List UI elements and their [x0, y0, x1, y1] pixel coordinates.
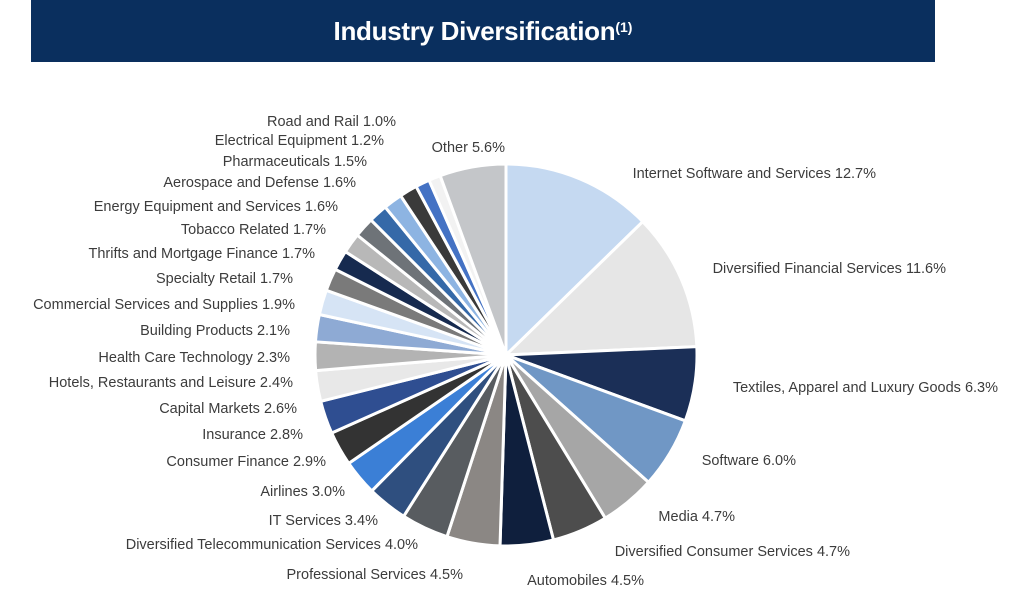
chart-title: Industry Diversification [333, 15, 616, 46]
slice-label: Media 4.7% [658, 509, 735, 525]
slice-label: Software 6.0% [702, 453, 796, 469]
slice-label: Other 5.6% [432, 140, 505, 156]
pie-slice-other [438, 162, 508, 357]
slice-label: Tobacco Related 1.7% [181, 222, 326, 238]
slice-label: Textiles, Apparel and Luxury Goods 6.3% [733, 380, 998, 396]
slice-label: Capital Markets 2.6% [159, 401, 297, 417]
slice-label: Electrical Equipment 1.2% [215, 133, 384, 149]
slice-label: Aerospace and Defense 1.6% [163, 175, 356, 191]
title-footnote: (1) [615, 19, 633, 35]
slice-label: Health Care Technology 2.3% [98, 350, 290, 366]
pie-slice-internet-software-and-services [504, 162, 645, 357]
slice-label: Energy Equipment and Services 1.6% [94, 199, 338, 215]
title-banner: Industry Diversification (1) [31, 0, 935, 62]
slice-label: Pharmaceuticals 1.5% [223, 154, 367, 170]
slice-label: Automobiles 4.5% [527, 573, 644, 589]
slice-label: Thrifts and Mortgage Finance 1.7% [89, 246, 316, 262]
slice-label: Diversified Financial Services 11.6% [713, 261, 947, 277]
slice-label: Diversified Telecommunication Services 4… [126, 537, 418, 553]
slice-label: Building Products 2.1% [140, 323, 290, 339]
slice-label: Commercial Services and Supplies 1.9% [33, 297, 295, 313]
slice-label: Hotels, Restaurants and Leisure 2.4% [49, 375, 293, 391]
pie-slices [313, 162, 699, 548]
slice-label: Consumer Finance 2.9% [166, 454, 326, 470]
slice-label: Specialty Retail 1.7% [156, 271, 293, 287]
slice-label: Professional Services 4.5% [287, 567, 464, 583]
slice-label: Insurance 2.8% [202, 427, 303, 443]
pie-labels: Internet Software and Services 12.7% Dive… [33, 114, 998, 589]
slice-label: Internet Software and Services 12.7% [633, 166, 877, 182]
slice-label: IT Services 3.4% [269, 513, 378, 529]
slice-label: Diversified Consumer Services 4.7% [615, 544, 850, 560]
pie-slice-diversified-financial-services [504, 220, 699, 357]
slice-label: Airlines 3.0% [260, 484, 345, 500]
slice-label: Road and Rail 1.0% [267, 114, 396, 130]
